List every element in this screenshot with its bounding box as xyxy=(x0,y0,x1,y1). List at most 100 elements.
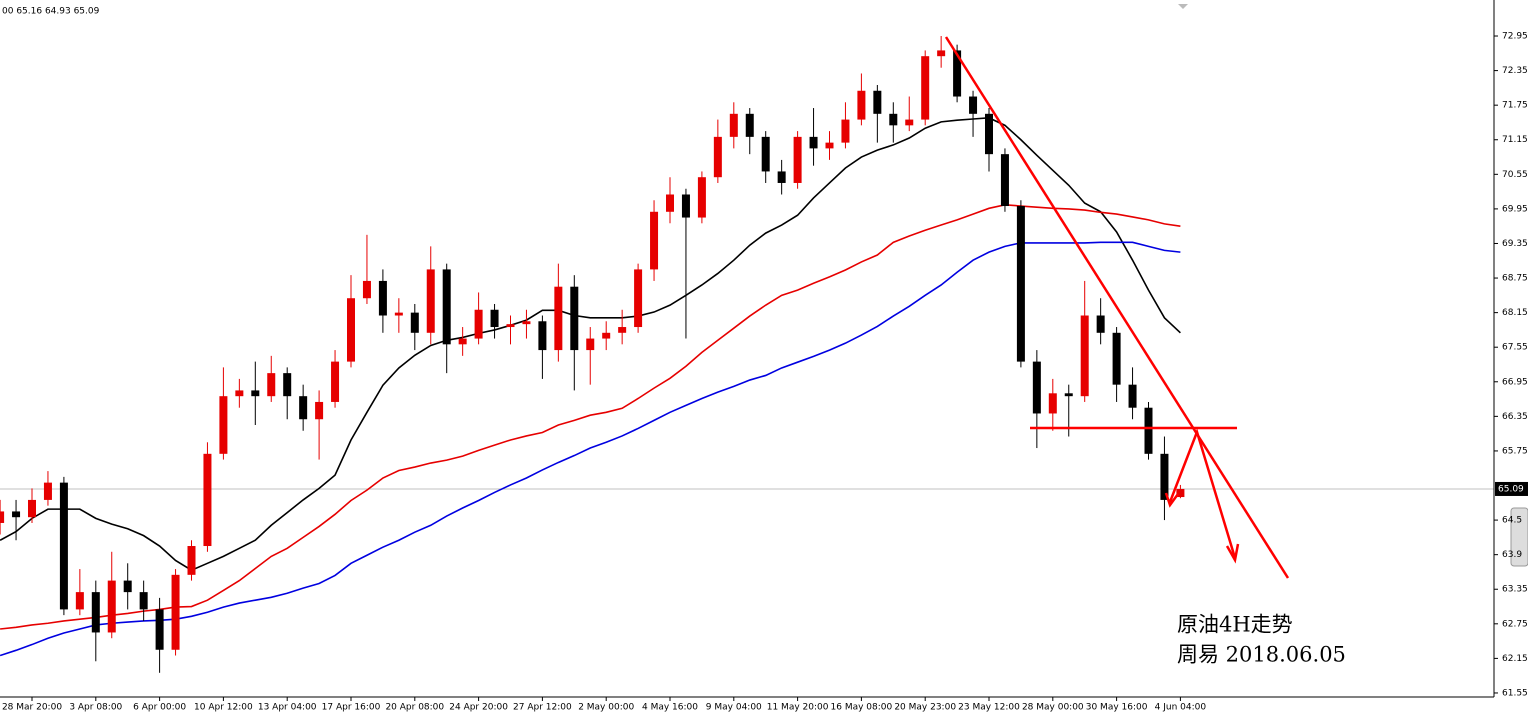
scroll-handle[interactable] xyxy=(1510,507,1528,567)
candle-body xyxy=(12,511,21,518)
y-tick-label: 70.55 xyxy=(1502,170,1528,180)
candle-body xyxy=(155,609,164,650)
candle-body xyxy=(458,338,467,345)
candle-body xyxy=(554,286,563,351)
drawn-lines xyxy=(944,36,1290,579)
candle-body xyxy=(969,96,978,114)
candle-body xyxy=(889,113,898,126)
candle-body xyxy=(522,321,531,325)
arrow-path xyxy=(1168,428,1237,559)
candle-body xyxy=(570,286,579,351)
candle-body xyxy=(921,56,930,120)
x-tick-label: 27 Apr 12:00 xyxy=(513,703,572,713)
plot-area xyxy=(0,36,1494,673)
x-tick-label: 16 May 08:00 xyxy=(831,703,893,713)
moving-average xyxy=(0,241,1181,657)
candle-body xyxy=(857,90,866,120)
candle-body xyxy=(1048,393,1057,414)
candle-body xyxy=(1176,488,1185,498)
x-tick-label: 24 Apr 20:00 xyxy=(449,703,508,713)
candle-body xyxy=(793,136,802,183)
candle-body xyxy=(187,546,196,575)
ohlc-header: 00 65.16 64.93 65.09 xyxy=(2,7,100,17)
y-tick-label: 69.35 xyxy=(1502,239,1528,249)
candle-body xyxy=(442,269,451,345)
y-tick-label: 68.15 xyxy=(1502,308,1528,318)
candle-body xyxy=(873,90,882,114)
x-tick-label: 10 Apr 12:00 xyxy=(194,703,253,713)
candle-body xyxy=(474,309,483,339)
y-tick-label: 72.95 xyxy=(1502,32,1528,42)
x-tick-label: 4 Jun 04:00 xyxy=(1155,703,1207,713)
candle-body xyxy=(1000,154,1009,207)
candle-body xyxy=(490,309,499,328)
candle-body xyxy=(0,511,5,523)
candle-body xyxy=(171,574,180,650)
candle-body xyxy=(745,113,754,137)
y-tick-label: 69.95 xyxy=(1502,204,1528,214)
y-tick-label: 63.35 xyxy=(1502,585,1528,595)
y-tick-label: 64.5 xyxy=(1502,516,1522,526)
candle-body xyxy=(43,482,52,500)
x-tick-label: 30 May 16:00 xyxy=(1086,703,1148,713)
x-tick-label: 3 Apr 08:00 xyxy=(69,703,122,713)
y-tick-label: 72.35 xyxy=(1502,66,1528,76)
candle-body xyxy=(251,390,260,397)
candle-body xyxy=(299,396,308,420)
candle-body xyxy=(1080,315,1089,397)
x-tick-label: 28 Mar 20:00 xyxy=(2,703,62,713)
candle-body xyxy=(1016,206,1025,362)
candle-body xyxy=(506,324,515,328)
annotation: 原油4H走势 xyxy=(1177,613,1293,637)
moving-average xyxy=(0,204,1181,630)
y-tick-label: 63.9 xyxy=(1502,550,1522,560)
candle-body xyxy=(1096,315,1105,333)
shift-marker xyxy=(1178,4,1188,9)
arrow-head xyxy=(1164,492,1180,508)
candle-body xyxy=(985,113,993,155)
candle-body xyxy=(586,338,595,351)
candle-body xyxy=(729,113,738,137)
candle-body xyxy=(1032,361,1041,414)
candle-body xyxy=(315,401,324,420)
candle-body xyxy=(107,580,116,633)
arrow-head xyxy=(1225,543,1240,564)
candle-body xyxy=(203,453,212,547)
candle-body xyxy=(602,332,611,339)
candle-body xyxy=(139,592,148,610)
candle-body xyxy=(1144,407,1153,454)
trend-line xyxy=(944,36,1290,579)
candle-body xyxy=(219,396,228,454)
candle-body xyxy=(1128,384,1137,408)
candle-body xyxy=(666,194,674,212)
current-price-box xyxy=(1495,481,1528,496)
candle-body xyxy=(75,592,84,610)
x-tick-label: 11 May 20:00 xyxy=(767,703,829,713)
candle-body xyxy=(681,194,690,218)
x-tick-label: 2 May 00:00 xyxy=(578,703,634,713)
y-tick-label: 67.55 xyxy=(1502,343,1528,353)
candle-body xyxy=(59,482,68,610)
candle-body xyxy=(713,136,722,178)
y-tick-label: 68.75 xyxy=(1502,274,1528,284)
y-tick-label: 62.15 xyxy=(1502,654,1528,664)
candle-body xyxy=(378,280,387,316)
annotation: 周易 2018.06.05 xyxy=(1177,643,1346,667)
candle-body xyxy=(1112,332,1121,385)
candle-body xyxy=(618,327,627,333)
candle-body xyxy=(1064,393,1073,397)
candle-body xyxy=(410,312,419,333)
x-tick-label: 23 May 12:00 xyxy=(958,703,1020,713)
candle-body xyxy=(28,499,36,518)
candle-body xyxy=(91,592,100,633)
candle-body xyxy=(937,50,946,57)
candle-body xyxy=(634,269,643,328)
candle-body xyxy=(267,373,276,397)
candle-body xyxy=(905,119,914,126)
y-tick-label: 61.55 xyxy=(1502,688,1528,698)
y-tick-label: 71.75 xyxy=(1502,101,1528,111)
candle-body xyxy=(362,280,371,299)
current-price-label: 65.09 xyxy=(1498,484,1524,494)
